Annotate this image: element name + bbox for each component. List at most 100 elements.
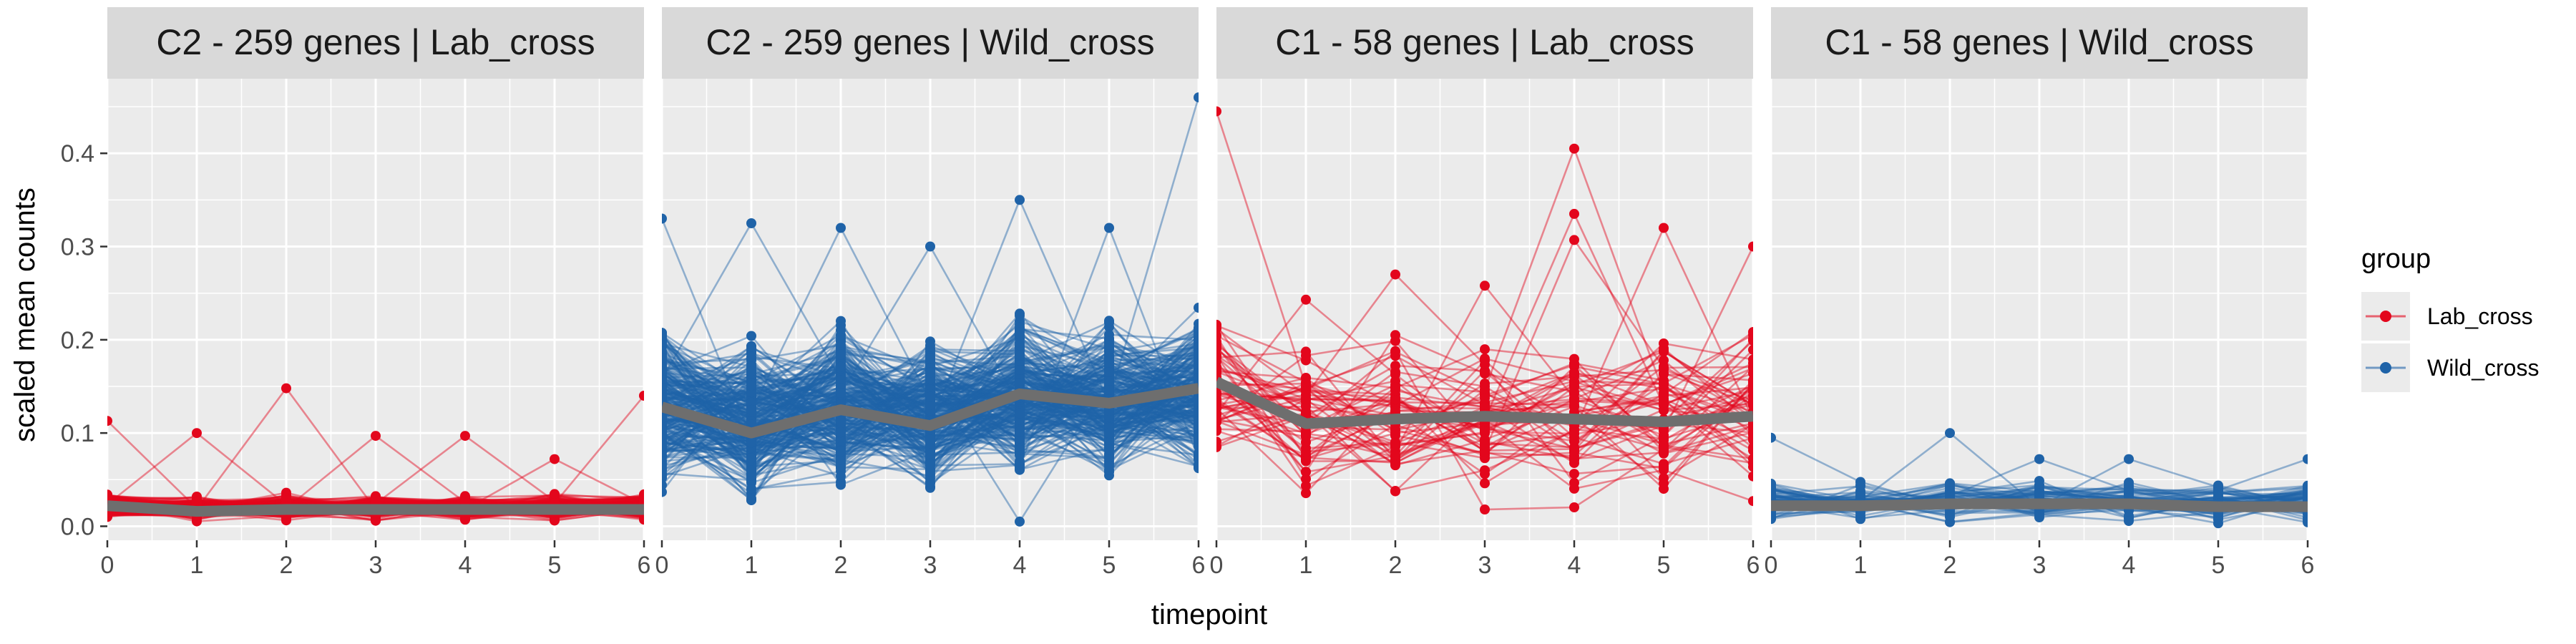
gene-point (1015, 365, 1025, 375)
panel-title: C1 - 58 genes | Wild_cross (1825, 22, 2253, 62)
gene-point (1748, 391, 1753, 401)
gene-point (1194, 396, 1199, 407)
gene-point (1480, 353, 1490, 364)
gene-point (836, 375, 846, 386)
gene-point (925, 367, 935, 378)
gene-point (1104, 316, 1114, 326)
gene-point (1390, 486, 1400, 496)
gene-point (1216, 361, 1221, 372)
gene-point (836, 333, 846, 343)
gene-point (2034, 454, 2044, 464)
gene-point (1659, 396, 1669, 407)
gene-point (1480, 344, 1490, 355)
gene-point (1569, 444, 1579, 455)
gene-point (1390, 361, 1400, 371)
gene-point (1015, 349, 1025, 360)
gene-point (1216, 389, 1221, 400)
gene-point (1194, 416, 1199, 426)
gene-point (1480, 401, 1490, 412)
gene-point (1216, 441, 1221, 452)
x-tick-label: 2 (1389, 552, 1402, 579)
x-tick-label: 4 (1013, 552, 1027, 579)
gene-point (1104, 223, 1114, 233)
gene-points (662, 92, 1199, 527)
mean-line (107, 500, 644, 517)
gene-point (1748, 434, 1753, 445)
gene-point (1480, 369, 1490, 379)
gene-point (662, 366, 667, 377)
x-tick-label: 6 (638, 552, 651, 579)
gene-point (1104, 367, 1114, 377)
gene-point (1194, 323, 1199, 333)
gene-point (1104, 461, 1114, 472)
mean-line (1216, 376, 1753, 429)
x-tick-label: 1 (1299, 552, 1313, 579)
gene-point (1480, 478, 1490, 489)
gene-point (1480, 434, 1490, 445)
gene-point (1569, 455, 1579, 466)
gene-point (1748, 377, 1753, 388)
gene-point (1015, 330, 1025, 341)
panel-title: C2 - 259 genes | Wild_cross (706, 22, 1154, 62)
gene-point (746, 494, 756, 505)
gene-point (281, 383, 291, 394)
gene-point (1390, 346, 1400, 357)
gene-point (746, 341, 756, 351)
gene-point (1015, 426, 1025, 437)
gene-point (1569, 235, 1579, 245)
gene-point (1301, 401, 1311, 412)
gene-point (1659, 405, 1669, 416)
gene-point (1390, 394, 1400, 404)
gene-point (1104, 340, 1114, 350)
gene-point (1659, 346, 1669, 357)
gene-point (1480, 504, 1490, 514)
gene-point (746, 483, 756, 494)
gene-point (1480, 469, 1490, 479)
gene-point (1569, 367, 1579, 378)
x-tick-label: 4 (459, 552, 472, 579)
gene-point (1301, 488, 1311, 499)
panel-strip (1771, 7, 2308, 79)
gene-point (1659, 362, 1669, 373)
gene-point (1748, 361, 1753, 372)
gene-point (1301, 447, 1311, 457)
gene-point (1659, 444, 1669, 455)
gene-point (1390, 382, 1400, 393)
gene-point (746, 351, 756, 362)
gene-point (746, 437, 756, 448)
gene-point (746, 453, 756, 464)
gene-point (1659, 338, 1669, 348)
gene-point (1390, 449, 1400, 460)
gene-point (1104, 356, 1114, 367)
gene-point (1390, 336, 1400, 346)
gene-point (1015, 459, 1025, 469)
gene-point (1216, 331, 1221, 341)
gene-point (1104, 452, 1114, 462)
gene-point (1748, 454, 1753, 464)
gene-point (1748, 471, 1753, 482)
x-tick-label: 3 (924, 552, 937, 579)
gene-point (1015, 311, 1025, 321)
gene-point (1015, 444, 1025, 455)
gene-point (1945, 428, 1955, 439)
gene-point (1480, 280, 1490, 291)
gene-point (1104, 428, 1114, 439)
gene-point (1216, 350, 1221, 361)
gene-point (1390, 428, 1400, 439)
gene-point (192, 428, 202, 439)
gene-point (1480, 426, 1490, 436)
gene-point (1015, 378, 1025, 389)
gene-point (1390, 460, 1400, 471)
gene-point (746, 397, 756, 408)
gene-point (550, 454, 560, 464)
gene-point (1748, 344, 1753, 355)
gene-point (1569, 469, 1579, 479)
gene-point (1390, 406, 1400, 416)
